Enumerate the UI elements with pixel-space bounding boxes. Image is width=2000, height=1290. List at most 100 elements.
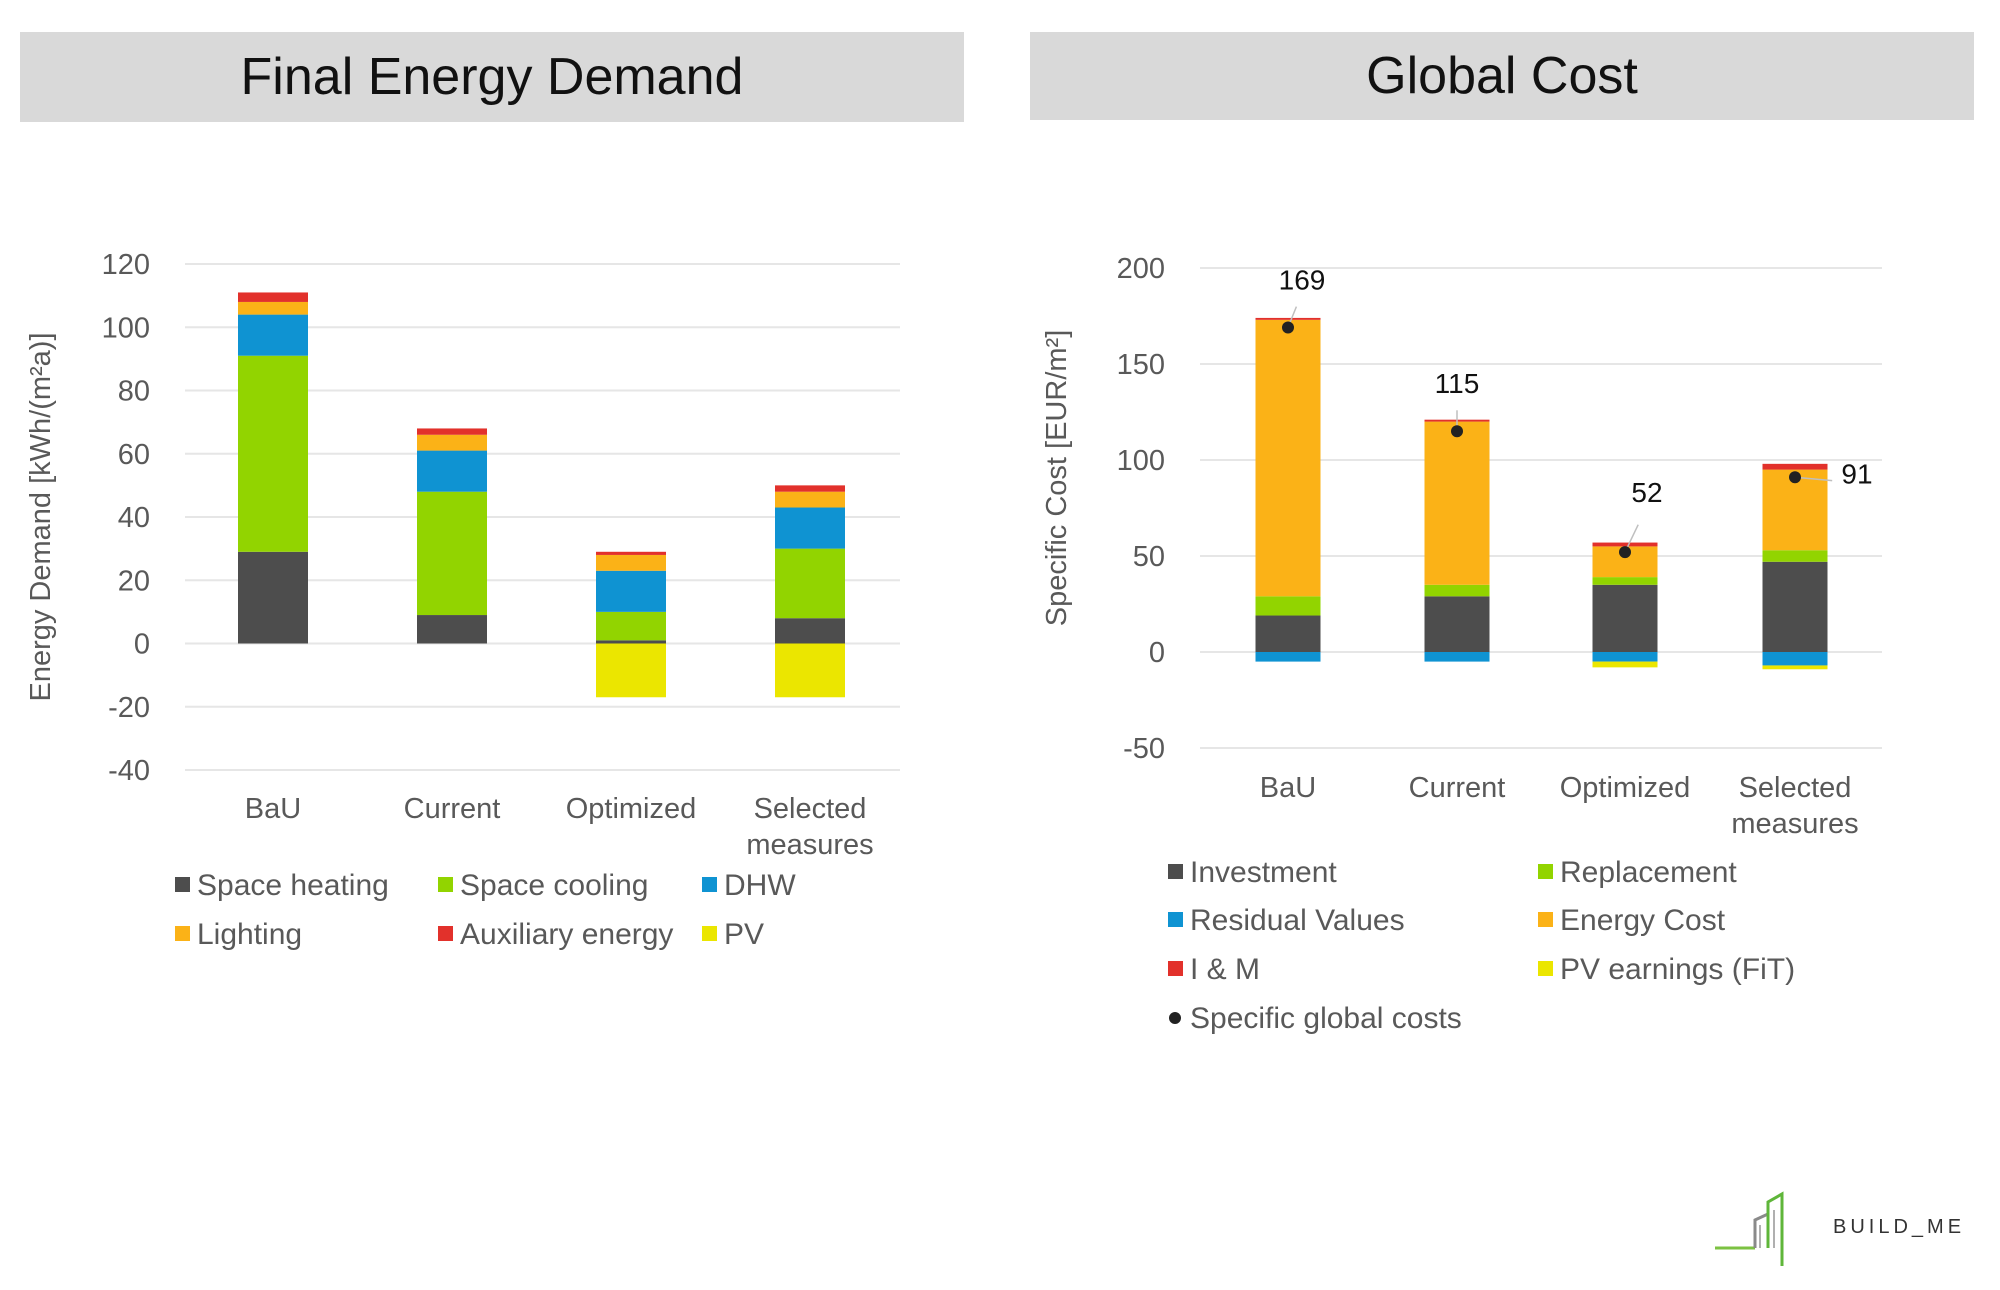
chart-title-final-energy: Final Energy Demand — [20, 32, 964, 122]
data-label: 52 — [1631, 477, 1662, 508]
bar-i-m — [1762, 463, 1828, 470]
y-axis-title: Specific Cost [EUR/m²] — [1041, 330, 1073, 627]
x-category-label: Selected — [1739, 772, 1852, 804]
legend-label: Specific global costs — [1190, 1002, 1462, 1035]
y-tick-label: -40 — [108, 755, 150, 787]
legend-label: Replacement — [1560, 856, 1737, 889]
bar-investment — [1424, 596, 1490, 652]
legend-marker — [1538, 912, 1553, 927]
point-specific-global-cost — [1789, 471, 1801, 484]
bar-replacement — [1255, 596, 1321, 616]
chart-title-global-cost: Global Cost — [1030, 32, 1974, 120]
bar-lighting — [775, 491, 845, 508]
bar-dhw — [596, 570, 666, 612]
bar-dhw — [775, 507, 845, 549]
legend-label: Lighting — [197, 918, 302, 951]
y-tick-label: 200 — [1117, 253, 1165, 285]
legend-marker — [702, 877, 717, 892]
y-tick-label: 100 — [1117, 445, 1165, 477]
legend-marker — [175, 926, 190, 941]
bar-investment — [1762, 561, 1828, 652]
y-tick-label: 60 — [118, 439, 150, 471]
legend-label: PV — [724, 918, 764, 951]
legend-label: DHW — [724, 869, 796, 902]
bar-lighting — [417, 434, 487, 451]
legend-label: Space cooling — [460, 869, 648, 902]
y-tick-label: -20 — [108, 692, 150, 724]
legend-marker — [1168, 912, 1183, 927]
bar-i-m — [1255, 317, 1321, 320]
legend-label: PV earnings (FiT) — [1560, 953, 1795, 986]
y-tick-label: 150 — [1117, 349, 1165, 381]
point-specific-global-cost — [1619, 546, 1631, 559]
bar-investment — [1592, 584, 1658, 652]
bar-pv — [775, 643, 845, 698]
y-tick-label: 80 — [118, 376, 150, 408]
bar-pv-earnings-fit- — [1592, 661, 1658, 668]
legend-marker — [1538, 961, 1553, 976]
bar-residual-values — [1762, 652, 1828, 666]
y-tick-label: -50 — [1123, 733, 1165, 765]
legend-marker — [175, 877, 190, 892]
y-axis-title: Energy Demand [kWh/(m²a)] — [25, 332, 57, 701]
bar-lighting — [596, 554, 666, 571]
bar-space-heating — [775, 618, 845, 644]
data-label: 169 — [1279, 265, 1326, 296]
bar-space-cooling — [775, 548, 845, 619]
bar-auxiliary-energy — [775, 485, 845, 492]
y-tick-label: 20 — [118, 565, 150, 597]
bar-replacement — [1762, 550, 1828, 562]
bar-space-heating — [417, 615, 487, 644]
bar-energy-cost — [1255, 319, 1321, 597]
bar-auxiliary-energy — [417, 428, 487, 435]
legend-label: Energy Cost — [1560, 904, 1726, 937]
point-specific-global-cost — [1282, 321, 1294, 334]
bar-space-heating — [238, 551, 308, 644]
bar-residual-values — [1592, 652, 1658, 662]
bar-auxiliary-energy — [596, 551, 666, 555]
bar-pv — [596, 643, 666, 698]
point-specific-global-cost — [1451, 425, 1463, 438]
legend-label: Investment — [1190, 856, 1337, 889]
bar-auxiliary-energy — [238, 292, 308, 302]
y-tick-label: 100 — [102, 312, 150, 344]
x-category-label: Selected — [754, 793, 867, 825]
bar-investment — [1255, 615, 1321, 652]
data-label: 91 — [1841, 458, 1872, 489]
bar-residual-values — [1424, 652, 1490, 662]
bar-i-m — [1592, 542, 1658, 547]
y-tick-label: 0 — [1149, 637, 1165, 669]
legend-label: I & M — [1190, 953, 1260, 986]
bar-energy-cost — [1424, 421, 1490, 585]
legend-label: Space heating — [197, 869, 389, 902]
x-category-label: BaU — [1260, 772, 1316, 804]
y-tick-label: 50 — [1133, 541, 1165, 573]
bar-space-cooling — [238, 355, 308, 552]
logo-text: BUILD_ME — [1833, 1216, 1966, 1238]
legend-marker — [702, 926, 717, 941]
bar-space-heating — [596, 640, 666, 644]
bar-dhw — [417, 450, 487, 492]
y-tick-label: 120 — [102, 249, 150, 281]
build-me-logo — [1715, 1191, 1784, 1266]
bar-replacement — [1592, 577, 1658, 585]
bar-residual-values — [1255, 652, 1321, 662]
legend-label: Auxiliary energy — [460, 918, 673, 951]
x-category-label: Optimized — [1560, 772, 1691, 804]
data-label-leader — [1794, 476, 1833, 482]
bar-replacement — [1424, 584, 1490, 597]
bar-lighting — [238, 301, 308, 315]
legend-marker — [1169, 1012, 1181, 1024]
x-category-label: measures — [746, 829, 873, 861]
x-category-label: measures — [1731, 808, 1858, 840]
legend-marker — [1538, 864, 1553, 879]
data-label: 115 — [1435, 368, 1480, 399]
legend-marker — [1168, 961, 1183, 976]
x-category-label: Optimized — [566, 793, 697, 825]
legend-marker — [438, 877, 453, 892]
bar-space-cooling — [417, 491, 487, 616]
x-category-label: Current — [404, 793, 501, 825]
y-tick-label: 0 — [134, 629, 150, 661]
bar-space-cooling — [596, 611, 666, 641]
